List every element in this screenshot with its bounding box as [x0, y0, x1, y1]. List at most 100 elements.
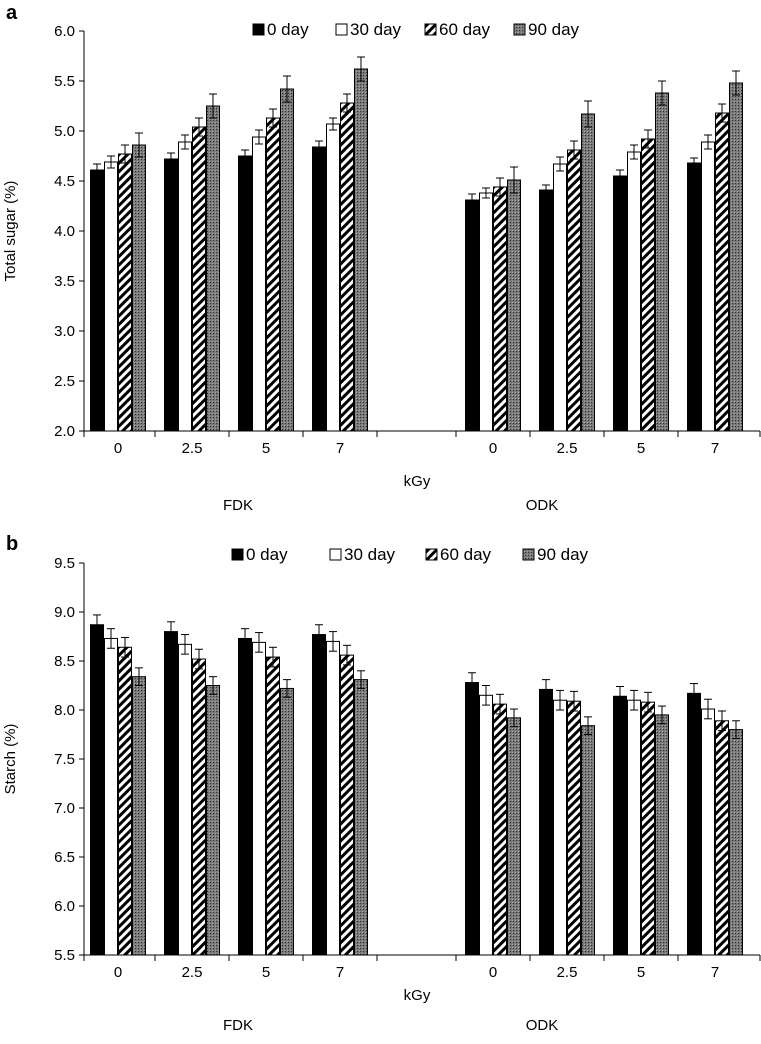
- y-axis-label: Total sugar (%): [2, 181, 19, 282]
- y-tick-label: 6.5: [54, 849, 75, 866]
- bar: [312, 146, 326, 432]
- bar: [729, 729, 743, 956]
- legend-swatch: [522, 548, 535, 561]
- y-tick-label: 5.5: [54, 73, 75, 90]
- bar: [553, 699, 567, 956]
- x-tick-label: 0: [114, 964, 122, 981]
- x-tick-label: 7: [336, 440, 344, 457]
- group-label: ODK: [526, 1017, 559, 1034]
- y-tick-label: 9.0: [54, 604, 75, 621]
- panel-label: b: [6, 533, 18, 555]
- bar: [687, 162, 701, 432]
- bar: [581, 725, 595, 956]
- bar: [539, 688, 553, 956]
- bar: [701, 141, 715, 432]
- group-label: FDK: [223, 497, 253, 514]
- bar: [613, 175, 627, 432]
- legend-label: 90 day: [528, 20, 580, 39]
- legend-label: 0 day: [267, 20, 309, 39]
- panel-a-chart: a 2.0 2.5 3.0 3.5 4.0 4.5 5.0 5.5 6.0 Total sugar …: [2, 2, 761, 514]
- bar: [655, 714, 669, 956]
- bar: [539, 189, 553, 432]
- legend-swatch: [425, 548, 438, 561]
- legend-label: 30 day: [350, 20, 402, 39]
- x-tick-label: 0: [489, 440, 497, 457]
- x-axis-label: kGy: [404, 987, 431, 1004]
- legend-swatch: [513, 23, 526, 36]
- y-tick-label: 9.5: [54, 555, 75, 572]
- legend-label: 90 day: [537, 545, 589, 564]
- bar: [641, 701, 655, 956]
- y-tick-label: 2.0: [54, 423, 75, 440]
- x-tick-label: 5: [637, 964, 645, 981]
- bar: [326, 123, 340, 432]
- x-tick-label: 7: [711, 440, 719, 457]
- bar: [479, 192, 493, 432]
- bar: [104, 161, 118, 432]
- y-tick-label: 4.5: [54, 173, 75, 190]
- bar: [326, 640, 340, 956]
- y-tick-label: 7.0: [54, 800, 75, 817]
- bar: [178, 643, 192, 956]
- bar: [266, 117, 280, 432]
- x-tick-label: 7: [711, 964, 719, 981]
- bar: [118, 153, 132, 432]
- bar: [627, 151, 641, 432]
- bar: [567, 700, 581, 956]
- bar: [567, 149, 581, 432]
- bar: [465, 682, 479, 956]
- bar: [354, 679, 368, 956]
- bar: [280, 88, 294, 432]
- bar: [627, 699, 641, 956]
- bar: [340, 654, 354, 956]
- legend-swatch: [231, 548, 244, 561]
- bar: [252, 136, 266, 432]
- y-axis-label: Starch (%): [2, 724, 19, 795]
- bar: [206, 685, 220, 956]
- bar: [701, 708, 715, 956]
- y-tick-label: 6.0: [54, 23, 75, 40]
- y-tick-label: 5.0: [54, 123, 75, 140]
- bar: [507, 717, 521, 956]
- x-tick-label: 5: [262, 964, 270, 981]
- x-tick-label: 5: [262, 440, 270, 457]
- bar: [280, 687, 294, 956]
- x-tick-label: 2.5: [557, 440, 578, 457]
- bar: [238, 637, 252, 956]
- panel-b-chart: b 5.5 6.0 6.5 7.0 7.5 8.0 8.5 9.0 9.5 Starch (%) 0 2…: [2, 533, 761, 1034]
- bar: [715, 720, 729, 956]
- bar: [90, 624, 104, 956]
- bar: [164, 158, 178, 432]
- y-tick-label: 4.0: [54, 223, 75, 240]
- y-tick-label: 8.5: [54, 653, 75, 670]
- bar: [641, 138, 655, 432]
- bar: [90, 169, 104, 432]
- bar: [164, 631, 178, 956]
- bar: [581, 113, 595, 432]
- bar: [729, 82, 743, 432]
- bar: [354, 68, 368, 432]
- x-tick-label: 5: [637, 440, 645, 457]
- group-label: FDK: [223, 1017, 253, 1034]
- group-label: ODK: [526, 497, 559, 514]
- y-tick-label: 3.0: [54, 323, 75, 340]
- legend-label: 60 day: [440, 545, 492, 564]
- x-tick-label: 2.5: [557, 964, 578, 981]
- bar: [465, 199, 479, 432]
- bar: [479, 694, 493, 956]
- x-axis-label: kGy: [404, 473, 431, 490]
- bar: [266, 656, 280, 956]
- y-tick-label: 3.5: [54, 273, 75, 290]
- y-tick-label: 2.5: [54, 373, 75, 390]
- y-tick-label: 5.5: [54, 947, 75, 964]
- legend-swatch: [329, 548, 342, 561]
- bar: [104, 637, 118, 956]
- bar: [132, 144, 146, 432]
- legend-label: 60 day: [439, 20, 491, 39]
- bar: [613, 695, 627, 956]
- x-tick-label: 0: [489, 964, 497, 981]
- x-tick-label: 2.5: [182, 440, 203, 457]
- x-tick-label: 0: [114, 440, 122, 457]
- legend-swatch: [335, 23, 348, 36]
- bar: [340, 102, 354, 432]
